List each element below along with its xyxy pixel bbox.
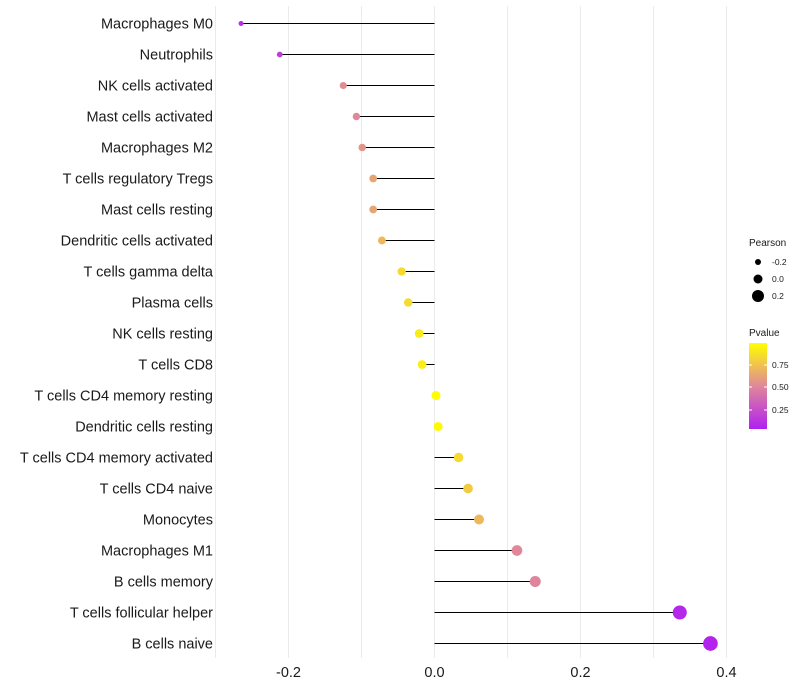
size-legend-key-2 — [753, 274, 763, 284]
category-label-3: Mast cells activated — [86, 110, 213, 126]
point-19 — [672, 605, 687, 620]
point-16 — [474, 514, 484, 525]
category-label-18: B cells memory — [114, 575, 214, 591]
category-labels: Macrophages M0 Neutrophils NK cells activa… — [20, 17, 214, 653]
category-label-5: T cells regulatory Tregs — [63, 172, 213, 188]
point-11 — [417, 360, 427, 369]
point-2 — [339, 81, 347, 90]
category-label-2: NK cells activated — [98, 79, 213, 95]
point-1 — [276, 51, 283, 58]
point-17 — [511, 545, 523, 556]
point-10 — [414, 329, 424, 338]
x-tick-label-0: -0.2 — [276, 665, 301, 681]
x-tick-label-2: 0.2 — [570, 665, 590, 681]
category-label-11: T cells CD8 — [138, 358, 213, 374]
x-tick-label-1: 0.0 — [424, 665, 444, 681]
category-label-19: T cells follicular helper — [70, 606, 213, 622]
point-6 — [369, 205, 378, 214]
color-legend-label-2: 0.50 — [772, 382, 789, 392]
point-13 — [433, 421, 443, 432]
point-7 — [377, 236, 386, 245]
category-label-4: Macrophages M2 — [101, 141, 213, 157]
size-legend-key-3 — [752, 290, 764, 302]
point-14 — [453, 452, 464, 463]
point-5 — [369, 174, 378, 183]
size-legend-key-1 — [755, 259, 761, 265]
category-label-7: Dendritic cells activated — [61, 234, 213, 250]
color-legend-bar — [749, 343, 767, 429]
point-12 — [431, 390, 441, 401]
category-label-14: T cells CD4 memory activated — [20, 451, 213, 467]
category-label-12: T cells CD4 memory resting — [34, 389, 213, 405]
size-legend-label-1: -0.2 — [772, 257, 787, 267]
category-label-1: Neutrophils — [140, 48, 213, 64]
point-9 — [403, 298, 413, 307]
category-label-17: Macrophages M1 — [101, 544, 213, 560]
category-label-13: Dendritic cells resting — [75, 420, 213, 436]
point-20 — [703, 636, 718, 651]
grid-lines — [215, 6, 727, 658]
category-label-16: Monocytes — [143, 513, 213, 529]
point-4 — [358, 143, 366, 152]
color-legend-label-1: 0.75 — [772, 360, 789, 370]
stems — [241, 23, 711, 644]
point-8 — [397, 267, 406, 276]
size-legend: Pearson -0.2 0.0 0.2 — [749, 238, 787, 302]
category-label-15: T cells CD4 naive — [100, 482, 213, 498]
size-legend-title: Pearson — [749, 238, 786, 249]
category-label-10: NK cells resting — [112, 327, 213, 343]
point-3 — [352, 112, 361, 121]
point-0 — [238, 20, 244, 27]
category-label-8: T cells gamma delta — [84, 265, 214, 281]
size-legend-label-3: 0.2 — [772, 291, 784, 301]
color-legend-title: Pvalue — [749, 328, 780, 339]
category-label-9: Plasma cells — [132, 296, 213, 312]
point-15 — [463, 483, 473, 494]
points — [238, 20, 718, 651]
color-legend-label-3: 0.25 — [772, 405, 789, 415]
color-legend: Pvalue 0.75 0.50 0.25 — [749, 328, 789, 429]
point-18 — [529, 575, 541, 588]
category-label-20: B cells naive — [132, 637, 213, 653]
x-tick-label-3: 0.4 — [716, 665, 736, 681]
size-legend-label-2: 0.0 — [772, 274, 784, 284]
category-label-0: Macrophages M0 — [101, 17, 213, 33]
x-axis-ticks: -0.2 0.0 0.2 0.4 — [276, 665, 737, 681]
category-label-6: Mast cells resting — [101, 203, 213, 219]
